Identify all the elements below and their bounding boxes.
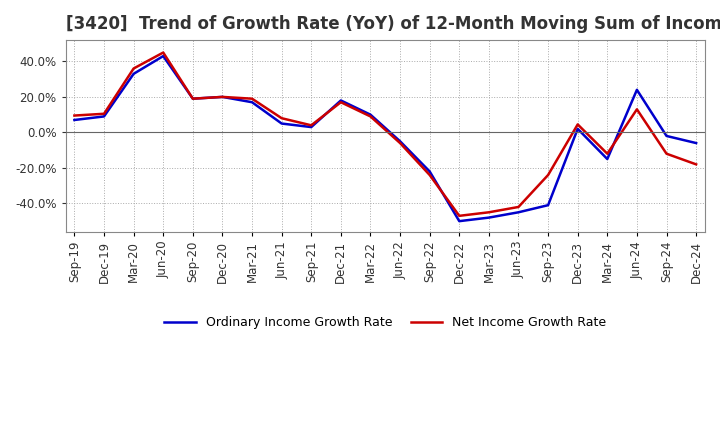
Net Income Growth Rate xyxy=(307,123,315,128)
Net Income Growth Rate xyxy=(455,213,464,219)
Net Income Growth Rate xyxy=(573,122,582,127)
Net Income Growth Rate xyxy=(277,116,286,121)
Net Income Growth Rate xyxy=(514,204,523,209)
Ordinary Income Growth Rate xyxy=(307,125,315,130)
Net Income Growth Rate xyxy=(70,113,78,118)
Net Income Growth Rate xyxy=(544,172,552,178)
Net Income Growth Rate xyxy=(396,140,405,146)
Text: [3420]  Trend of Growth Rate (YoY) of 12-Month Moving Sum of Incomes: [3420] Trend of Growth Rate (YoY) of 12-… xyxy=(66,15,720,33)
Ordinary Income Growth Rate xyxy=(70,117,78,123)
Net Income Growth Rate xyxy=(633,106,642,112)
Ordinary Income Growth Rate xyxy=(189,96,197,101)
Net Income Growth Rate xyxy=(603,151,611,156)
Ordinary Income Growth Rate xyxy=(573,126,582,132)
Legend: Ordinary Income Growth Rate, Net Income Growth Rate: Ordinary Income Growth Rate, Net Income … xyxy=(159,311,611,334)
Ordinary Income Growth Rate xyxy=(99,114,108,119)
Ordinary Income Growth Rate xyxy=(455,219,464,224)
Line: Net Income Growth Rate: Net Income Growth Rate xyxy=(74,52,696,216)
Net Income Growth Rate xyxy=(426,172,434,178)
Ordinary Income Growth Rate xyxy=(396,139,405,144)
Net Income Growth Rate xyxy=(99,111,108,117)
Net Income Growth Rate xyxy=(692,162,701,167)
Ordinary Income Growth Rate xyxy=(633,87,642,92)
Ordinary Income Growth Rate xyxy=(130,71,138,77)
Ordinary Income Growth Rate xyxy=(248,99,256,105)
Net Income Growth Rate xyxy=(662,151,671,156)
Ordinary Income Growth Rate xyxy=(277,121,286,126)
Ordinary Income Growth Rate xyxy=(485,215,493,220)
Ordinary Income Growth Rate xyxy=(662,133,671,139)
Net Income Growth Rate xyxy=(336,99,345,105)
Ordinary Income Growth Rate xyxy=(366,112,375,117)
Ordinary Income Growth Rate xyxy=(426,169,434,174)
Net Income Growth Rate xyxy=(130,66,138,71)
Ordinary Income Growth Rate xyxy=(159,53,168,59)
Ordinary Income Growth Rate xyxy=(218,94,227,99)
Ordinary Income Growth Rate xyxy=(514,209,523,215)
Net Income Growth Rate xyxy=(248,96,256,101)
Ordinary Income Growth Rate xyxy=(544,202,552,208)
Line: Ordinary Income Growth Rate: Ordinary Income Growth Rate xyxy=(74,56,696,221)
Net Income Growth Rate xyxy=(189,96,197,101)
Net Income Growth Rate xyxy=(485,209,493,215)
Ordinary Income Growth Rate xyxy=(603,156,611,161)
Net Income Growth Rate xyxy=(218,94,227,99)
Net Income Growth Rate xyxy=(366,114,375,119)
Ordinary Income Growth Rate xyxy=(336,98,345,103)
Ordinary Income Growth Rate xyxy=(692,140,701,146)
Net Income Growth Rate xyxy=(159,50,168,55)
